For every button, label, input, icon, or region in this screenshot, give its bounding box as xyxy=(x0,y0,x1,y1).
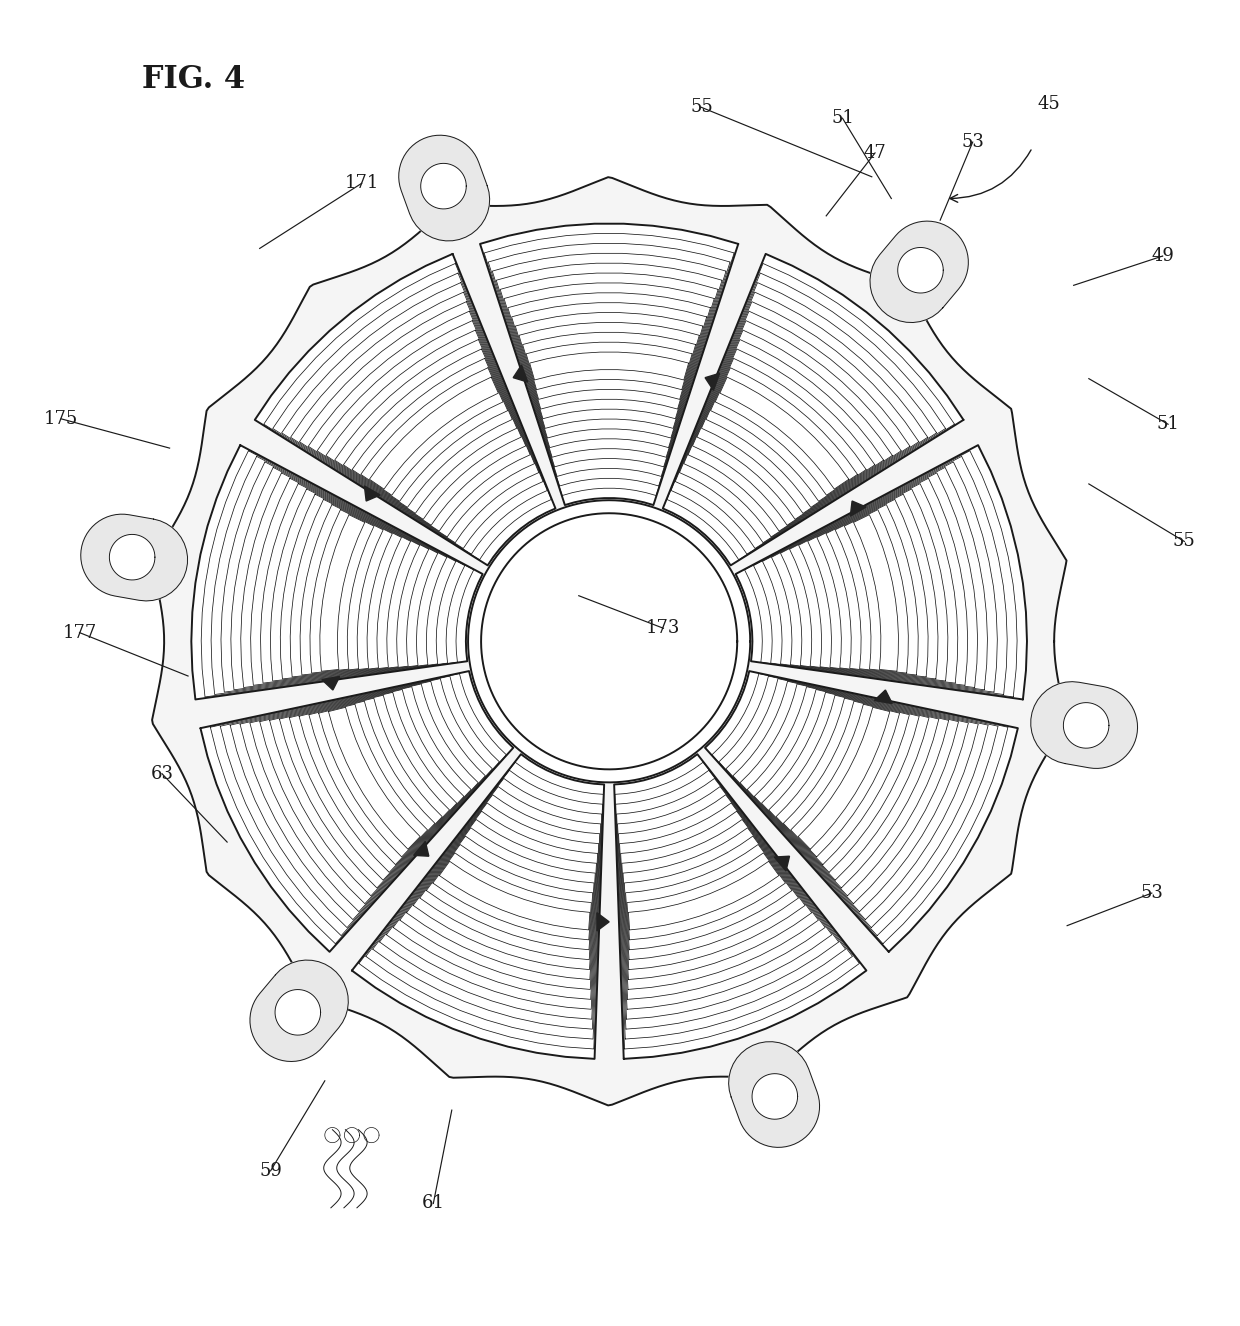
Text: 175: 175 xyxy=(43,410,78,428)
Polygon shape xyxy=(596,912,609,931)
Polygon shape xyxy=(751,1074,797,1119)
Text: 47: 47 xyxy=(864,145,887,162)
Text: 63: 63 xyxy=(150,765,174,782)
Polygon shape xyxy=(706,374,719,390)
Polygon shape xyxy=(874,690,893,704)
Polygon shape xyxy=(870,221,968,322)
Text: 45: 45 xyxy=(1038,95,1060,113)
Polygon shape xyxy=(898,248,944,293)
Polygon shape xyxy=(420,163,466,210)
Polygon shape xyxy=(153,178,1066,1106)
Polygon shape xyxy=(481,513,738,769)
Text: 55: 55 xyxy=(1173,533,1195,550)
Polygon shape xyxy=(614,754,867,1059)
Polygon shape xyxy=(254,253,556,565)
Polygon shape xyxy=(322,676,340,690)
Text: 55: 55 xyxy=(689,98,713,117)
Polygon shape xyxy=(414,842,429,857)
Text: FIG. 4: FIG. 4 xyxy=(143,64,246,94)
Polygon shape xyxy=(729,1042,820,1147)
Polygon shape xyxy=(735,446,1027,699)
Polygon shape xyxy=(109,534,155,579)
Text: 171: 171 xyxy=(345,174,379,192)
Text: 59: 59 xyxy=(259,1162,281,1180)
Polygon shape xyxy=(851,501,866,516)
Polygon shape xyxy=(352,754,604,1059)
Text: 51: 51 xyxy=(1157,415,1179,434)
Text: 173: 173 xyxy=(646,619,681,638)
Polygon shape xyxy=(1064,703,1109,748)
Text: 51: 51 xyxy=(831,109,854,127)
Polygon shape xyxy=(706,671,1018,952)
Polygon shape xyxy=(81,514,187,601)
Text: 53: 53 xyxy=(1141,884,1163,902)
Polygon shape xyxy=(399,135,490,241)
Polygon shape xyxy=(191,446,482,699)
Polygon shape xyxy=(250,960,348,1062)
Text: 49: 49 xyxy=(1151,247,1174,265)
Polygon shape xyxy=(275,989,321,1036)
Text: 53: 53 xyxy=(961,133,985,151)
Polygon shape xyxy=(365,485,381,501)
Polygon shape xyxy=(1030,682,1137,768)
Text: 177: 177 xyxy=(62,623,97,642)
Polygon shape xyxy=(480,224,738,505)
Polygon shape xyxy=(663,253,963,565)
Text: 61: 61 xyxy=(422,1195,445,1212)
Polygon shape xyxy=(513,365,528,382)
Polygon shape xyxy=(774,857,790,871)
Polygon shape xyxy=(467,500,750,782)
Polygon shape xyxy=(201,671,513,952)
